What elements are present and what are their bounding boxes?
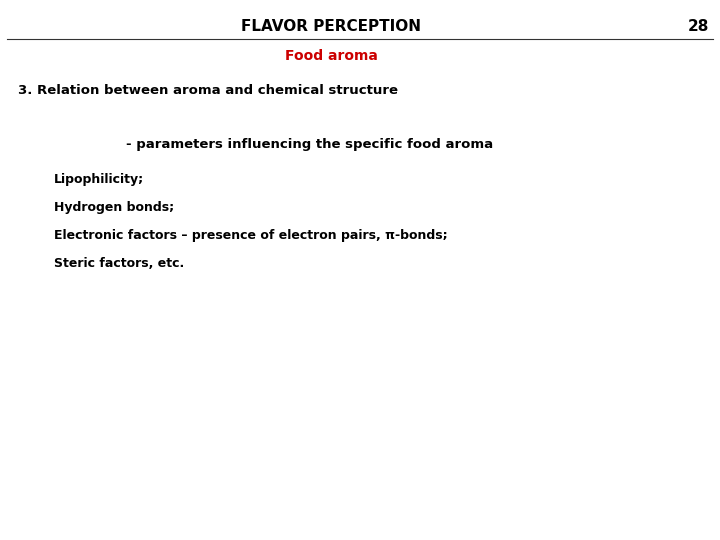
Text: Lipophilicity;: Lipophilicity; [54,173,144,186]
Text: - parameters influencing the specific food aroma: - parameters influencing the specific fo… [126,138,493,151]
Text: 28: 28 [688,19,709,34]
Text: 3. Relation between aroma and chemical structure: 3. Relation between aroma and chemical s… [18,84,398,97]
Text: Steric factors, etc.: Steric factors, etc. [54,257,184,270]
Text: Food aroma: Food aroma [285,49,377,63]
Text: Electronic factors – presence of electron pairs, π-bonds;: Electronic factors – presence of electro… [54,229,448,242]
Text: Hydrogen bonds;: Hydrogen bonds; [54,201,174,214]
Text: FLAVOR PERCEPTION: FLAVOR PERCEPTION [241,19,421,34]
